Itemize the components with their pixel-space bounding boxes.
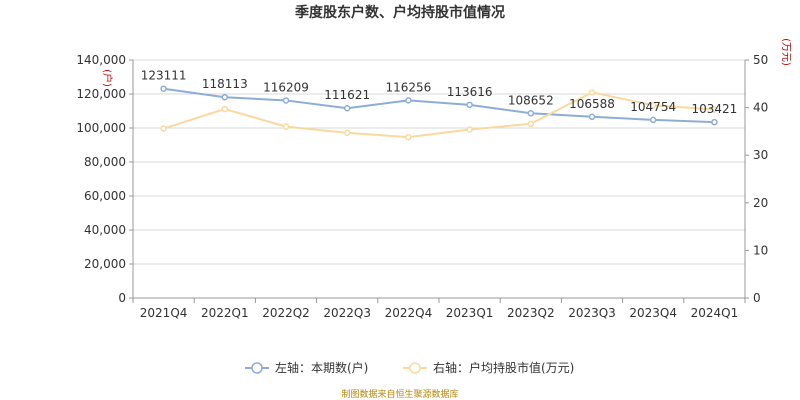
left-axis-ticks: 0 20,000 40,000 60,000 80,000 100,000 120,000 1… (76, 53, 133, 305)
data-point (711, 106, 718, 113)
right-tick-label: 10 (753, 243, 768, 257)
data-label: 103421 (691, 102, 737, 116)
data-point (527, 120, 535, 128)
data-labels: 123111 118113 116209 111621 116256 113616 1086… (141, 69, 738, 116)
data-label: 111621 (324, 88, 370, 102)
source-note: 制图数据来自恒生聚源数据库 (341, 388, 458, 400)
x-axis-ticks: 2021Q4 2022Q1 2022Q2 2022Q3 2022Q4 2023Q1 2023… (132, 298, 746, 320)
x-tick-label: 2022Q3 (323, 306, 371, 320)
data-label: 108652 (508, 93, 554, 107)
data-point (343, 129, 351, 137)
grid-lines (133, 59, 745, 265)
chart-title: 季度股东户数、户均持股市值情况 (294, 4, 505, 21)
x-tick-label: 2023Q3 (568, 306, 616, 320)
legend-swatch-marker (409, 362, 421, 374)
data-label: 106588 (569, 97, 615, 111)
data-point (466, 126, 473, 133)
data-point (160, 85, 167, 92)
data-label: 113616 (447, 85, 493, 99)
right-axis-ticks: 0 10 20 30 40 50 (745, 53, 768, 305)
data-point (649, 101, 657, 109)
data-point (588, 89, 596, 96)
left-tick-label: 120,000 (76, 87, 126, 101)
right-axis-unit: (万元) (780, 38, 791, 66)
data-point (405, 97, 412, 104)
data-label: 116209 (263, 80, 309, 94)
left-tick-label: 80,000 (84, 155, 126, 169)
legend-swatch-marker (251, 362, 263, 374)
data-point (405, 133, 412, 141)
series-line-1 (163, 87, 715, 124)
x-tick-label: 2022Q2 (262, 306, 310, 320)
left-tick-label: 20,000 (84, 257, 126, 271)
data-point (588, 113, 596, 121)
data-label: 116256 (385, 80, 431, 94)
data-label: 118113 (202, 77, 248, 91)
data-point (527, 110, 535, 117)
data-point (221, 105, 229, 113)
x-tick-label: 2023Q2 (507, 306, 555, 320)
legend-label: 右轴：户均持股市值(万元) (433, 360, 574, 375)
data-point (711, 118, 718, 126)
data-point (282, 97, 290, 104)
x-tick-label: 2021Q4 (140, 306, 188, 320)
data-point (160, 125, 167, 132)
right-tick-label: 20 (753, 196, 768, 210)
legend: 左轴：本期数(户) 右轴：户均持股市值(万元) (245, 360, 574, 375)
data-label: 104754 (630, 100, 676, 114)
x-tick-label: 2022Q1 (201, 306, 249, 320)
left-axis-unit: (户) (101, 69, 114, 87)
x-tick-label: 2024Q1 (691, 306, 739, 320)
legend-label: 左轴：本期数(户) (275, 360, 368, 375)
x-tick-label: 2023Q1 (446, 306, 494, 320)
right-tick-label: 40 (753, 101, 768, 115)
x-tick-label: 2023Q4 (629, 306, 677, 320)
data-point (466, 101, 473, 109)
series-group (160, 85, 718, 141)
data-point (649, 116, 657, 124)
left-tick-label: 40,000 (84, 223, 126, 237)
x-tick-label: 2022Q4 (385, 306, 433, 320)
left-tick-label: 60,000 (84, 189, 126, 203)
data-point (343, 104, 351, 112)
left-tick-label: 140,000 (76, 53, 126, 67)
right-tick-label: 30 (753, 148, 768, 162)
series-line-2 (163, 91, 715, 139)
data-label: 123111 (141, 69, 187, 83)
right-tick-label: 0 (753, 291, 761, 305)
right-tick-label: 50 (753, 53, 768, 67)
left-tick-label: 100,000 (76, 121, 126, 135)
left-tick-label: 0 (118, 291, 126, 305)
data-point (221, 93, 229, 101)
data-point (282, 123, 290, 130)
